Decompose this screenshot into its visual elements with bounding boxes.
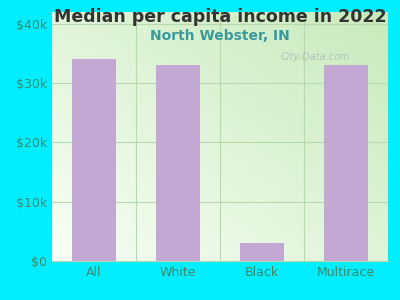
Text: North Webster, IN: North Webster, IN: [150, 28, 290, 43]
Text: Median per capita income in 2022: Median per capita income in 2022: [54, 8, 386, 26]
Bar: [156, 65, 200, 261]
Text: City-Data.com: City-Data.com: [280, 52, 350, 62]
Bar: [72, 59, 116, 261]
Bar: [240, 243, 284, 261]
Bar: [324, 65, 368, 261]
